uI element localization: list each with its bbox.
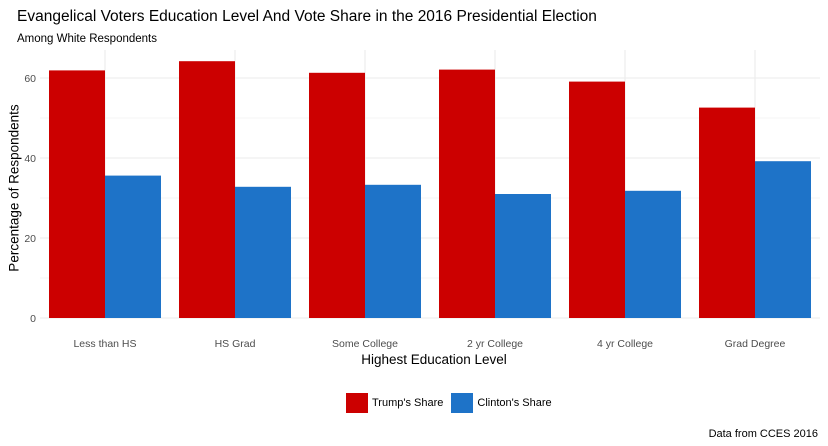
bar-trump-less-than-hs — [49, 70, 105, 319]
bar-clinton-2-yr-college — [495, 194, 551, 318]
bar-clinton-some-college — [365, 184, 421, 318]
y-tick-label: 60 — [24, 73, 36, 85]
bar-clinton-hs-grad — [235, 186, 291, 318]
legend: Trump's Share Clinton's Share — [346, 393, 560, 413]
chart-title: Evangelical Voters Education Level And V… — [17, 8, 597, 25]
x-tick-label: 4 yr College — [597, 338, 653, 350]
data-source-caption: Data from CCES 2016 — [708, 428, 818, 440]
bar-clinton-grad-degree — [755, 161, 811, 318]
x-axis-label: Highest Education Level — [361, 352, 507, 367]
x-tick-label: Grad Degree — [725, 338, 786, 350]
bar-trump-hs-grad — [179, 61, 235, 318]
chart-subtitle: Among White Respondents — [17, 33, 157, 45]
legend-swatch-clinton — [451, 393, 474, 413]
legend-item-clinton: Clinton's Share — [451, 393, 552, 413]
bar-trump-4-yr-college — [569, 81, 625, 318]
y-tick-label: 20 — [24, 233, 36, 245]
legend-label-clinton: Clinton's Share — [477, 397, 552, 409]
y-axis-label: Percentage of Respondents — [6, 104, 22, 272]
legend-swatch-trump — [346, 393, 368, 413]
x-tick-label: 2 yr College — [467, 338, 523, 350]
x-tick-label: Some College — [332, 338, 398, 350]
legend-label-trump: Trump's Share — [372, 397, 444, 409]
bar-clinton-less-than-hs — [105, 175, 161, 318]
bar-trump-2-yr-college — [439, 69, 495, 318]
bar-trump-some-college — [309, 72, 365, 318]
bar-trump-grad-degree — [699, 107, 755, 318]
bar-clinton-4-yr-college — [625, 190, 681, 318]
x-tick-labels: Less than HS HS Grad Some College 2 yr Coll… — [73, 338, 785, 350]
x-tick-label: Less than HS — [73, 338, 136, 350]
bars — [49, 61, 811, 319]
y-tick-label: 40 — [24, 153, 36, 165]
legend-item-trump: Trump's Share — [346, 393, 443, 413]
y-tick-label: 0 — [30, 313, 36, 325]
y-tick-labels: 0 20 40 60 — [24, 73, 36, 325]
x-tick-label: HS Grad — [215, 338, 256, 350]
